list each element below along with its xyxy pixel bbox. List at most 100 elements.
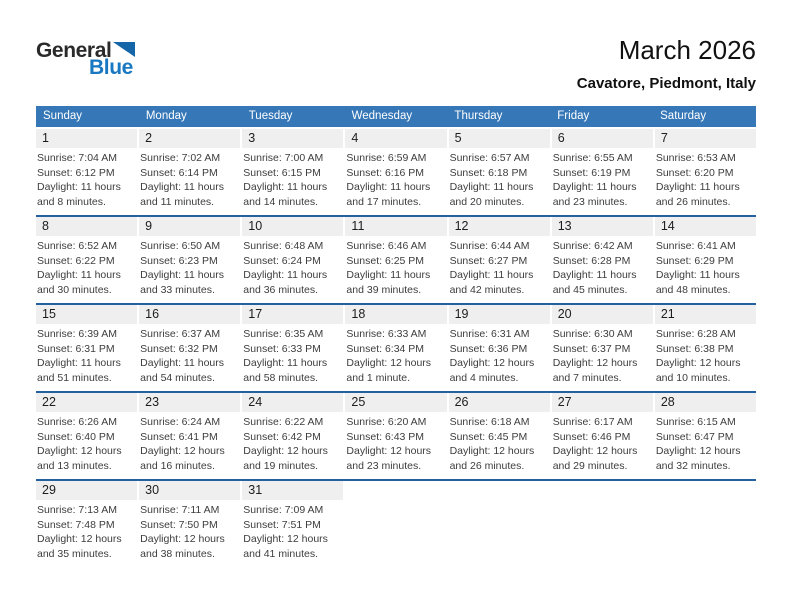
- sunrise-text: Sunrise: 6:53 AM: [655, 152, 736, 164]
- sunrise-text: Sunrise: 7:11 AM: [140, 504, 220, 516]
- calendar-day-cell-24: 24 Sunrise: 6:22 AM Sunset: 6:42 PM Dayligh…: [242, 393, 344, 478]
- weekday-header-tuesday: Tuesday: [248, 110, 293, 122]
- sunset-text: Sunset: 6:47 PM: [655, 430, 734, 443]
- calendar-day-cell-30: 30 Sunrise: 7:11 AM Sunset: 7:50 PM Dayligh…: [139, 481, 241, 566]
- calendar-day-cell-25: 25 Sunrise: 6:20 AM Sunset: 6:43 PM Dayligh…: [345, 393, 447, 478]
- calendar: Sunday Monday Tuesday Wednesday Thursday Frid…: [36, 106, 756, 567]
- sunrise-text: Sunrise: 6:46 AM: [346, 240, 427, 252]
- calendar-day-cell-28: 28 Sunrise: 6:15 AM Sunset: 6:47 PM Dayligh…: [654, 393, 756, 478]
- day-number: 27: [551, 393, 653, 412]
- sunrise-text: Sunrise: 6:52 AM: [37, 240, 117, 252]
- day-number: 2: [139, 129, 241, 148]
- logo-triangle-icon: [113, 42, 136, 61]
- sunrise-text: Sunrise: 6:18 AM: [449, 416, 530, 428]
- sunrise-text: Sunrise: 6:20 AM: [346, 416, 427, 428]
- daylight-text: Daylight: 12 hours and 7 minutes.: [552, 357, 638, 384]
- calendar-weeks: 1 Sunrise: 7:04 AM Sunset: 6:12 PM Daylight…: [36, 129, 756, 567]
- day-details: Sunrise: 7:11 AM Sunset: 7:50 PM Daylight:…: [139, 500, 240, 561]
- day-number: 8: [36, 217, 138, 236]
- calendar-day-cell-empty: [655, 481, 756, 566]
- calendar-day-cell-15: 15 Sunrise: 6:39 AM Sunset: 6:31 PM Dayligh…: [36, 305, 138, 390]
- sunset-text: Sunset: 6:34 PM: [346, 342, 425, 355]
- daylight-text: Daylight: 11 hours and 23 minutes.: [552, 181, 637, 208]
- sunrise-text: Sunrise: 7:04 AM: [37, 152, 117, 164]
- daylight-text: Daylight: 11 hours and 30 minutes.: [37, 269, 121, 296]
- day-details: Sunrise: 6:24 AM Sunset: 6:41 PM Daylight:…: [139, 412, 240, 473]
- calendar-day-cell-16: 16 Sunrise: 6:37 AM Sunset: 6:32 PM Dayligh…: [139, 305, 241, 390]
- daylight-text: Daylight: 11 hours and 20 minutes.: [449, 181, 534, 208]
- calendar-day-cell-4: 4 Sunrise: 6:59 AM Sunset: 6:16 PM Daylight…: [345, 129, 447, 214]
- day-details: Sunrise: 7:00 AM Sunset: 6:15 PM Daylight:…: [242, 148, 343, 209]
- sunset-text: Sunset: 6:27 PM: [449, 254, 528, 267]
- daylight-text: Daylight: 11 hours and 8 minutes.: [37, 181, 121, 208]
- day-details: Sunrise: 6:42 AM Sunset: 6:28 PM Daylight:…: [552, 236, 653, 297]
- sunset-text: Sunset: 6:33 PM: [243, 342, 321, 355]
- day-number: 22: [36, 393, 138, 412]
- calendar-day-cell-20: 20 Sunrise: 6:30 AM Sunset: 6:37 PM Dayligh…: [551, 305, 653, 390]
- sunset-text: Sunset: 6:19 PM: [552, 166, 631, 179]
- daylight-text: Daylight: 12 hours and 32 minutes.: [655, 445, 741, 472]
- day-details: Sunrise: 6:28 AM Sunset: 6:38 PM Daylight:…: [655, 324, 756, 385]
- sunrise-text: Sunrise: 6:42 AM: [552, 240, 633, 252]
- sunrise-text: Sunrise: 6:17 AM: [552, 416, 633, 428]
- sunrise-text: Sunrise: 6:33 AM: [346, 328, 427, 340]
- day-number: 12: [448, 217, 550, 236]
- day-details: Sunrise: 7:13 AM Sunset: 7:48 PM Daylight:…: [36, 500, 137, 561]
- calendar-day-cell-5: 5 Sunrise: 6:57 AM Sunset: 6:18 PM Daylight…: [448, 129, 550, 214]
- sunset-text: Sunset: 6:22 PM: [37, 254, 115, 267]
- daylight-text: Daylight: 11 hours and 36 minutes.: [243, 269, 328, 296]
- daylight-text: Daylight: 12 hours and 35 minutes.: [37, 533, 122, 560]
- calendar-day-cell-3: 3 Sunrise: 7:00 AM Sunset: 6:15 PM Daylight…: [242, 129, 344, 214]
- calendar-day-cell-11: 11 Sunrise: 6:46 AM Sunset: 6:25 PM Dayligh…: [345, 217, 447, 302]
- logo-text-general: General: [36, 39, 112, 62]
- calendar-day-cell-6: 6 Sunrise: 6:55 AM Sunset: 6:19 PM Daylight…: [551, 129, 653, 214]
- sunrise-text: Sunrise: 6:57 AM: [449, 152, 530, 164]
- daylight-text: Daylight: 12 hours and 29 minutes.: [552, 445, 638, 472]
- day-number: 26: [448, 393, 550, 412]
- calendar-day-cell-26: 26 Sunrise: 6:18 AM Sunset: 6:45 PM Dayligh…: [448, 393, 550, 478]
- daylight-text: Daylight: 11 hours and 26 minutes.: [655, 181, 740, 208]
- sunrise-text: Sunrise: 6:44 AM: [449, 240, 530, 252]
- day-number: 1: [36, 129, 138, 148]
- day-number: 30: [139, 481, 241, 500]
- day-details: Sunrise: 6:59 AM Sunset: 6:16 PM Daylight:…: [345, 148, 446, 209]
- day-details: Sunrise: 6:17 AM Sunset: 6:46 PM Daylight:…: [552, 412, 653, 473]
- day-number: 29: [36, 481, 138, 500]
- weekday-header-row: Sunday Monday Tuesday Wednesday Thursday Frid…: [36, 106, 756, 127]
- day-details: Sunrise: 6:46 AM Sunset: 6:25 PM Daylight:…: [345, 236, 446, 297]
- sunset-text: Sunset: 6:23 PM: [140, 254, 218, 267]
- calendar-day-cell-19: 19 Sunrise: 6:31 AM Sunset: 6:36 PM Dayligh…: [448, 305, 550, 390]
- day-number: 25: [345, 393, 447, 412]
- sunset-text: Sunset: 6:16 PM: [346, 166, 425, 179]
- day-details: Sunrise: 6:53 AM Sunset: 6:20 PM Daylight:…: [655, 148, 756, 209]
- day-number: 28: [654, 393, 756, 412]
- daylight-text: Daylight: 11 hours and 11 minutes.: [140, 181, 224, 208]
- day-details: Sunrise: 7:02 AM Sunset: 6:14 PM Daylight:…: [139, 148, 240, 209]
- day-details: Sunrise: 6:57 AM Sunset: 6:18 PM Daylight:…: [449, 148, 550, 209]
- day-details: Sunrise: 7:04 AM Sunset: 6:12 PM Daylight:…: [36, 148, 137, 209]
- sunrise-text: Sunrise: 6:41 AM: [655, 240, 736, 252]
- daylight-text: Daylight: 11 hours and 51 minutes.: [37, 357, 121, 384]
- daylight-text: Daylight: 12 hours and 10 minutes.: [655, 357, 741, 384]
- day-details: Sunrise: 6:41 AM Sunset: 6:29 PM Daylight:…: [655, 236, 756, 297]
- calendar-day-cell-14: 14 Sunrise: 6:41 AM Sunset: 6:29 PM Dayligh…: [654, 217, 756, 302]
- day-number: 18: [345, 305, 447, 324]
- daylight-text: Daylight: 12 hours and 26 minutes.: [449, 445, 535, 472]
- day-details: Sunrise: 6:48 AM Sunset: 6:24 PM Daylight:…: [242, 236, 343, 297]
- sunset-text: Sunset: 7:48 PM: [37, 518, 115, 531]
- calendar-day-cell-29: 29 Sunrise: 7:13 AM Sunset: 7:48 PM Dayligh…: [36, 481, 138, 566]
- day-details: Sunrise: 6:20 AM Sunset: 6:43 PM Daylight:…: [345, 412, 446, 473]
- sunset-text: Sunset: 6:24 PM: [243, 254, 321, 267]
- daylight-text: Daylight: 12 hours and 13 minutes.: [37, 445, 122, 472]
- sunrise-text: Sunrise: 6:26 AM: [37, 416, 117, 428]
- daylight-text: Daylight: 11 hours and 14 minutes.: [243, 181, 328, 208]
- daylight-text: Daylight: 12 hours and 1 minute.: [346, 357, 432, 384]
- sunset-text: Sunset: 7:50 PM: [140, 518, 218, 531]
- day-details: Sunrise: 6:22 AM Sunset: 6:42 PM Daylight:…: [242, 412, 343, 473]
- daylight-text: Daylight: 11 hours and 45 minutes.: [552, 269, 637, 296]
- day-details: Sunrise: 6:35 AM Sunset: 6:33 PM Daylight:…: [242, 324, 343, 385]
- calendar-day-cell-13: 13 Sunrise: 6:42 AM Sunset: 6:28 PM Dayligh…: [551, 217, 653, 302]
- calendar-day-cell-2: 2 Sunrise: 7:02 AM Sunset: 6:14 PM Daylight…: [139, 129, 241, 214]
- calendar-week-row: 8 Sunrise: 6:52 AM Sunset: 6:22 PM Daylight…: [36, 215, 756, 303]
